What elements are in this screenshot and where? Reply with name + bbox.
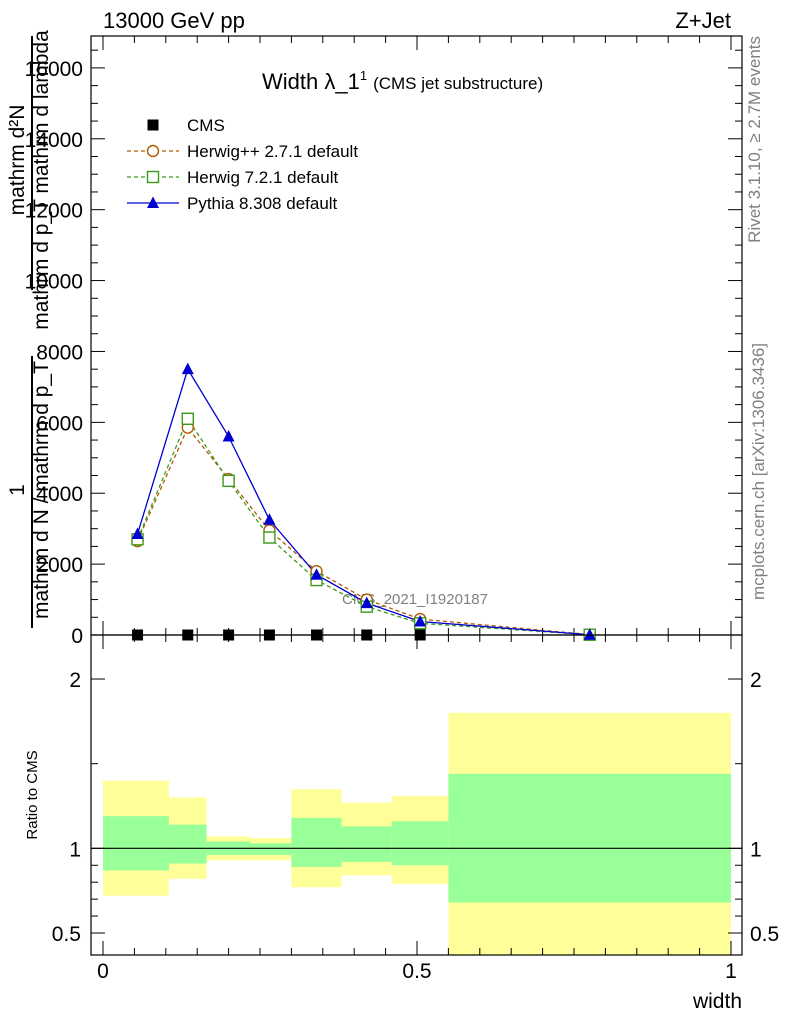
legend-marker	[147, 119, 159, 131]
y-tick-label: 16000	[25, 58, 83, 81]
ratio-inner-band	[250, 843, 292, 856]
ratio-y-label: Ratio to CMS	[24, 750, 41, 839]
legend-label: Pythia 8.308 default	[187, 194, 338, 213]
series-line-2	[136, 417, 590, 636]
mcplots-label: mcplots.cern.ch [arXiv:1306.3436]	[749, 343, 768, 600]
data-point-series-3	[263, 513, 276, 525]
header-right: Z+Jet	[675, 8, 731, 33]
data-point-series-3	[583, 628, 596, 640]
ylabel-prefix-denominator: mathrm d N / mathrm d p_T	[30, 361, 53, 619]
series-line-1	[136, 426, 590, 636]
x-tick-label: 0	[97, 960, 109, 983]
x-tick-label: 1	[725, 960, 737, 983]
data-point-series-3	[131, 527, 144, 539]
series-line-3	[136, 367, 590, 636]
data-point-series-3	[310, 568, 323, 580]
ratio-y-tick-label: 0.5	[52, 923, 81, 946]
ratio-inner-band	[103, 816, 169, 871]
ratio-y-tick-label: 2	[69, 669, 81, 692]
chart-subtitle: (CMS jet substructure)	[373, 74, 543, 93]
data-point-series-3	[181, 362, 194, 375]
ratio-inner-band	[391, 821, 449, 866]
data-point-series-2	[222, 474, 235, 488]
x-axis-label: width	[692, 990, 742, 1013]
y-tick-label: 2000	[36, 554, 83, 577]
legend-label: CMS	[187, 116, 225, 135]
chart-title-superscript: 1	[360, 68, 367, 83]
ratio-y-tick-label-right: 2	[750, 669, 762, 692]
legend-marker	[147, 196, 159, 208]
ratio-y-tick-label-right: 0.5	[750, 923, 779, 946]
y-tick-label: 8000	[36, 341, 83, 364]
chart-title: Width λ_1	[262, 69, 360, 94]
data-point-series-2	[181, 412, 194, 425]
main-plot: 0 2000 4000 6000 8000 10000 12000 14000 16000	[25, 35, 743, 648]
y-tick-label: 6000	[36, 412, 83, 435]
legend-marker	[146, 144, 160, 158]
y-tick-label: 12000	[25, 200, 83, 223]
ratio-inner-band	[291, 817, 342, 867]
main-y-axis-label: mathrm d²N mathrm d p_T mathrm d lambda …	[6, 30, 53, 628]
ratio-inner-band	[168, 824, 207, 864]
y-tick-label: 0	[71, 625, 83, 648]
ratio-y-tick-label-right: 1	[750, 838, 762, 861]
ylabel-prefix-numerator: 1	[6, 484, 29, 496]
legend-label: Herwig 7.2.1 default	[187, 168, 338, 187]
y-tick-label: 14000	[25, 129, 83, 152]
ratio-y-tick-label: 1	[69, 838, 81, 861]
ylabel-denominator: mathrm d p_T mathrm d lambda	[30, 30, 53, 330]
x-tick-label: 0.5	[402, 960, 431, 983]
chart-title-group: Width λ_11 (CMS jet substructure)	[262, 68, 543, 94]
header-left: 13000 GeV pp	[103, 8, 245, 33]
ylabel-numerator: mathrm d²N	[6, 105, 29, 216]
y-tick-label: 4000	[36, 483, 83, 506]
legend-marker	[146, 170, 160, 184]
ratio-plot: 0 0.5 1 0.5 0.5 1 1 2 2	[52, 634, 779, 983]
data-point-series-2	[263, 531, 276, 544]
ratio-inner-band	[341, 826, 392, 862]
ratio-inner-band	[448, 773, 731, 903]
rivet-label: Rivet 3.1.10, ≥ 2.7M events	[745, 36, 764, 243]
data-point-series-3	[414, 615, 427, 627]
legend-label: Herwig++ 2.7.1 default	[187, 142, 358, 161]
y-tick-label: 10000	[25, 271, 83, 294]
legend: CMS Herwig++ 2.7.1 default Herwig 7.2.1 de…	[127, 116, 358, 213]
data-point-series-3	[222, 430, 235, 442]
data-point-series-3	[360, 596, 373, 609]
